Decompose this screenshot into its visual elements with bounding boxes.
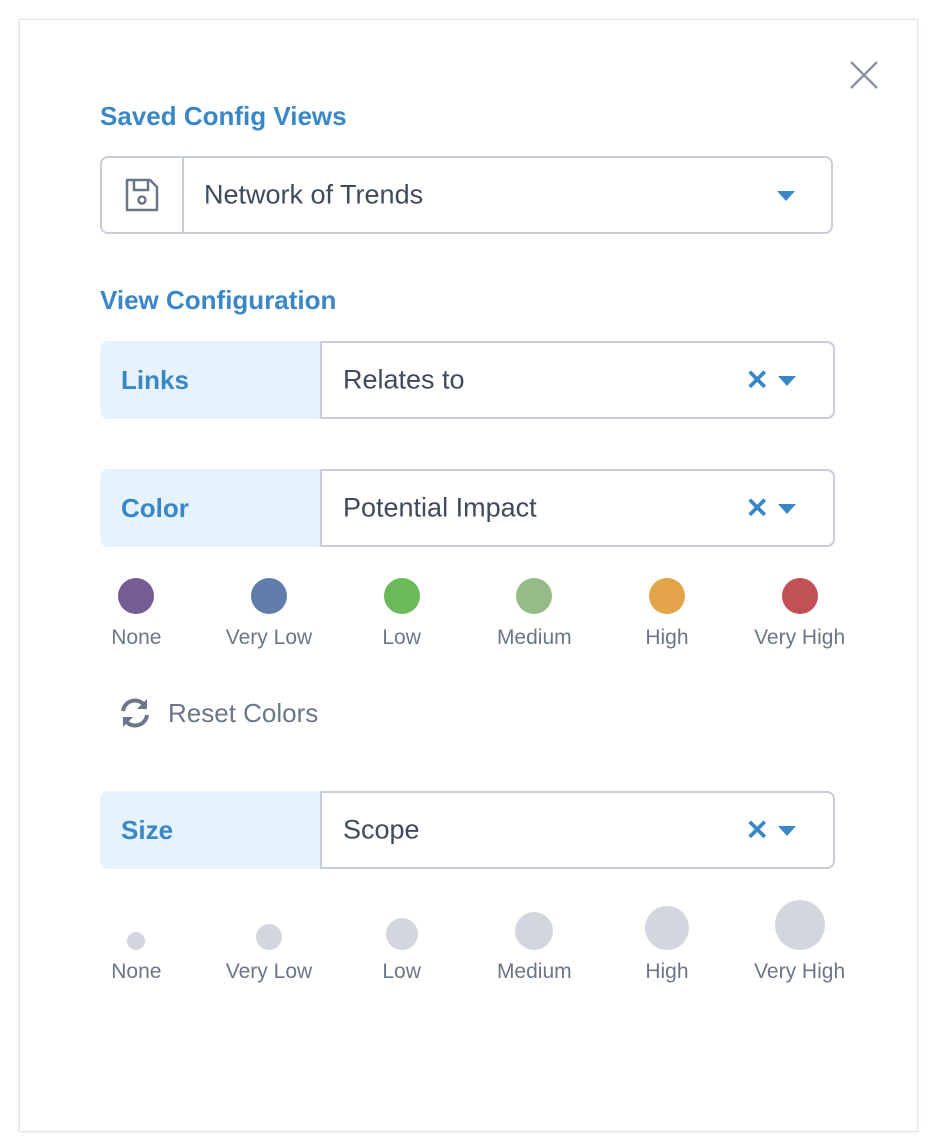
color-legend-label: Medium	[496, 626, 572, 649]
color-swatch[interactable]	[648, 578, 685, 614]
refresh-icon	[121, 698, 149, 728]
saved-views-heading: Saved Config Views	[100, 101, 347, 131]
size-circle	[127, 932, 146, 950]
color-legend-label: None	[111, 626, 162, 649]
size-circle	[774, 900, 825, 950]
chevron-down-icon[interactable]	[777, 191, 795, 201]
close-icon[interactable]	[848, 59, 880, 91]
chevron-down-icon[interactable]	[778, 826, 796, 836]
config-panel	[19, 19, 918, 1132]
size-legend-item: Very High	[733, 898, 866, 988]
color-legend-label: Very Low	[225, 626, 313, 649]
size-circle	[385, 918, 418, 950]
color-swatch[interactable]	[118, 578, 155, 614]
color-swatch[interactable]	[516, 578, 553, 614]
color-legend: None Very Low Low Medium High Very High	[70, 578, 866, 668]
clear-icon[interactable]: ✕	[745, 492, 769, 524]
size-legend-label: Medium	[496, 960, 572, 983]
size-legend-item: Very Low	[203, 898, 336, 988]
color-legend-item[interactable]: High	[601, 578, 734, 668]
size-legend-label: Very Low	[225, 960, 313, 983]
links-label: Links	[100, 341, 320, 419]
reset-colors-label: Reset Colors	[168, 697, 319, 728]
links-value: Relates to	[343, 364, 465, 395]
color-legend-item[interactable]: Very Low	[203, 578, 336, 668]
size-legend-item: None	[70, 898, 203, 988]
color-swatch[interactable]	[383, 578, 420, 614]
chevron-down-icon[interactable]	[778, 504, 796, 514]
size-legend-label: Low	[382, 960, 421, 983]
size-value: Scope	[343, 814, 420, 845]
size-dropdown[interactable]: Scope ✕	[320, 791, 835, 869]
color-legend-item[interactable]: Very High	[733, 578, 866, 668]
color-legend-label: High	[645, 626, 689, 649]
color-legend-label: Low	[382, 626, 421, 649]
reset-colors-button[interactable]: Reset Colors	[118, 696, 318, 730]
size-legend-label: None	[111, 960, 162, 983]
size-label: Size	[100, 791, 320, 869]
saved-views-dropdown[interactable]: Network of Trends	[100, 156, 833, 234]
color-legend-item[interactable]: None	[70, 578, 203, 668]
links-selector[interactable]: Links Relates to ✕	[100, 341, 835, 419]
saved-view-value: Network of Trends	[204, 179, 424, 210]
floppy-disk-icon	[102, 158, 184, 232]
chevron-down-icon[interactable]	[778, 376, 796, 386]
color-legend-item[interactable]: Medium	[468, 578, 601, 668]
color-selector[interactable]: Color Potential Impact ✕	[100, 469, 835, 547]
view-config-heading: View Configuration	[100, 285, 337, 315]
clear-icon[interactable]: ✕	[745, 364, 769, 396]
color-dropdown[interactable]: Potential Impact ✕	[320, 469, 835, 547]
color-label: Color	[100, 469, 320, 547]
size-selector[interactable]: Size Scope ✕	[100, 791, 835, 869]
size-circle	[644, 906, 689, 950]
color-legend-item[interactable]: Low	[335, 578, 468, 668]
color-swatch[interactable]	[250, 578, 287, 614]
size-legend-item: Medium	[468, 898, 601, 988]
size-circle	[515, 912, 554, 950]
color-swatch[interactable]	[781, 578, 818, 614]
color-legend-label: Very High	[754, 626, 846, 649]
size-legend-item: Low	[335, 898, 468, 988]
links-dropdown[interactable]: Relates to ✕	[320, 341, 835, 419]
clear-icon[interactable]: ✕	[745, 814, 769, 846]
size-legend-label: Very High	[754, 960, 846, 983]
size-legend-label: High	[645, 960, 689, 983]
color-value: Potential Impact	[343, 492, 537, 523]
size-circle	[255, 924, 282, 950]
size-legend: None Very Low Low Medium High Very High	[70, 898, 866, 988]
size-legend-item: High	[601, 898, 734, 988]
